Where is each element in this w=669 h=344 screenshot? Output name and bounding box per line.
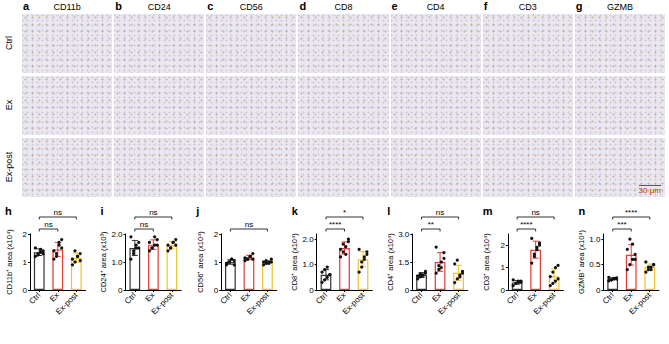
svg-text:Ex-post: Ex-post [627, 290, 653, 316]
svg-text:Ex: Ex [239, 291, 252, 304]
svg-text:Ctrl: Ctrl [218, 291, 233, 306]
svg-text:0: 0 [596, 286, 601, 295]
svg-text:CD8⁺ area (x10⁴): CD8⁺ area (x10⁴) [290, 233, 299, 291]
html-text:CD4: CD4 [426, 2, 445, 12]
svg-text:l: l [387, 205, 390, 217]
svg-text:i: i [101, 205, 104, 217]
svg-text:0: 0 [405, 286, 410, 295]
svg-text:ns: ns [149, 208, 157, 217]
svg-text:1: 1 [214, 258, 219, 267]
svg-text:Ex: Ex [144, 291, 157, 304]
svg-text:2.0: 2.0 [303, 235, 315, 244]
svg-text:1.0: 1.0 [303, 260, 315, 269]
html-text:g: g [575, 0, 583, 12]
html-text:Ctrl: Ctrl [4, 35, 14, 50]
svg-text:Ctrl: Ctrl [27, 291, 42, 306]
svg-text:0.5: 0.5 [589, 260, 601, 269]
svg-text:Ctrl: Ctrl [314, 291, 329, 306]
svg-text:Ex: Ex [430, 291, 443, 304]
svg-text:CD11b⁺ area (x10⁴): CD11b⁺ area (x10⁴) [5, 229, 14, 295]
svg-text:**: ** [428, 220, 434, 229]
html-text:CD56: CD56 [239, 2, 263, 12]
svg-text:Ex-post: Ex-post [436, 290, 462, 316]
svg-text:ns: ns [245, 220, 253, 229]
html-text:CD11b: CD11b [53, 2, 81, 12]
html-text:a: a [23, 0, 30, 12]
svg-text:Ex: Ex [621, 291, 634, 304]
html-text:e: e [391, 0, 398, 12]
svg-text:ns: ns [44, 220, 52, 229]
html-text:d: d [299, 0, 307, 12]
svg-text:ns: ns [436, 208, 444, 217]
html-text:b: b [115, 0, 122, 12]
svg-text:***: *** [617, 220, 626, 229]
svg-text:Ex-post: Ex-post [532, 290, 558, 316]
svg-text:Ex: Ex [335, 291, 348, 304]
svg-text:CD4⁺ area (x10⁴): CD4⁺ area (x10⁴) [386, 233, 395, 291]
svg-text:0: 0 [214, 286, 219, 295]
svg-text:j: j [195, 205, 199, 217]
svg-text:*: * [343, 208, 346, 217]
svg-text:3.0: 3.0 [398, 230, 410, 239]
svg-text:2: 2 [214, 230, 219, 239]
svg-text:ns: ns [531, 208, 539, 217]
svg-text:1.0: 1.0 [589, 235, 601, 244]
svg-text:****: **** [329, 220, 341, 229]
html-text:CD8: CD8 [334, 2, 353, 12]
svg-text:2: 2 [23, 230, 28, 239]
html-text:30 μm: 30 μm [638, 186, 661, 195]
svg-text:ns: ns [54, 208, 62, 217]
svg-text:CD3⁺ area (x10⁴): CD3⁺ area (x10⁴) [482, 233, 491, 291]
svg-text:****: **** [520, 220, 532, 229]
svg-text:Ex-post: Ex-post [54, 290, 80, 316]
svg-text:1.0: 1.0 [111, 258, 123, 267]
svg-text:2.0: 2.0 [111, 230, 123, 239]
html-text:Ex-post: Ex-post [4, 151, 14, 182]
svg-text:k: k [292, 205, 299, 217]
html-text:CD3: CD3 [518, 2, 537, 12]
svg-text:Ex-post: Ex-post [341, 290, 367, 316]
svg-text:n: n [578, 205, 585, 217]
html-text:c: c [207, 0, 214, 12]
html-text:CD24: CD24 [147, 2, 171, 12]
svg-text:0: 0 [23, 286, 28, 295]
svg-text:h: h [5, 205, 12, 217]
svg-text:Ctrl: Ctrl [601, 291, 616, 306]
html-text:f: f [483, 0, 488, 12]
svg-text:0: 0 [500, 286, 505, 295]
svg-text:1.5: 1.5 [398, 258, 410, 267]
svg-text:ns: ns [140, 220, 148, 229]
svg-text:Ex: Ex [48, 291, 61, 304]
html-text:Ex: Ex [4, 99, 14, 110]
svg-text:Ctrl: Ctrl [410, 291, 425, 306]
svg-text:GZMB⁺ area (x10⁴): GZMB⁺ area (x10⁴) [577, 229, 586, 294]
svg-text:1: 1 [500, 263, 505, 272]
svg-text:CD56⁺ area (x10⁴): CD56⁺ area (x10⁴) [196, 231, 205, 293]
svg-text:****: **** [625, 208, 637, 217]
svg-text:Ex: Ex [526, 291, 539, 304]
svg-text:2: 2 [500, 241, 505, 250]
html-text:GZMB: GZMB [606, 2, 633, 12]
svg-text:1: 1 [23, 258, 28, 267]
svg-text:Ex-post: Ex-post [150, 290, 176, 316]
svg-text:Ctrl: Ctrl [505, 291, 520, 306]
svg-text:m: m [483, 205, 493, 217]
svg-text:0: 0 [118, 286, 123, 295]
svg-text:CD24⁺ area (x10³): CD24⁺ area (x10³) [99, 231, 108, 292]
svg-text:Ctrl: Ctrl [123, 291, 138, 306]
svg-text:Ex-post: Ex-post [245, 290, 271, 316]
svg-text:0: 0 [309, 286, 314, 295]
